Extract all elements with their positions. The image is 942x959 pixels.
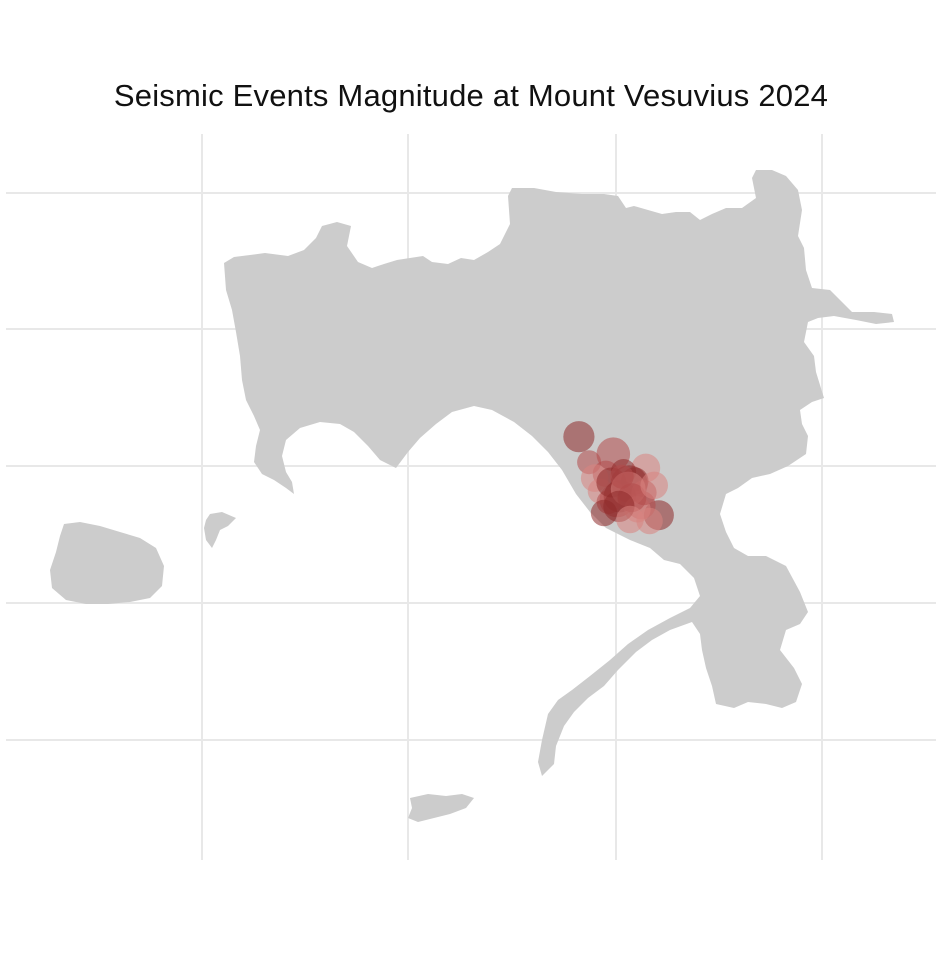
seismic-event-point: [609, 464, 634, 489]
mainland-coast: [224, 170, 894, 776]
seismic-event-point: [640, 471, 668, 500]
land-layer: [50, 170, 894, 822]
procida-island: [204, 512, 236, 548]
map-title: Seismic Events Magnitude at Mount Vesuvi…: [113, 78, 829, 113]
seismic-event-point: [563, 421, 595, 453]
seismic-points: [563, 421, 674, 535]
capri-island: [408, 794, 474, 822]
seismic-event-point: [616, 505, 644, 534]
ischia-island: [50, 522, 164, 604]
